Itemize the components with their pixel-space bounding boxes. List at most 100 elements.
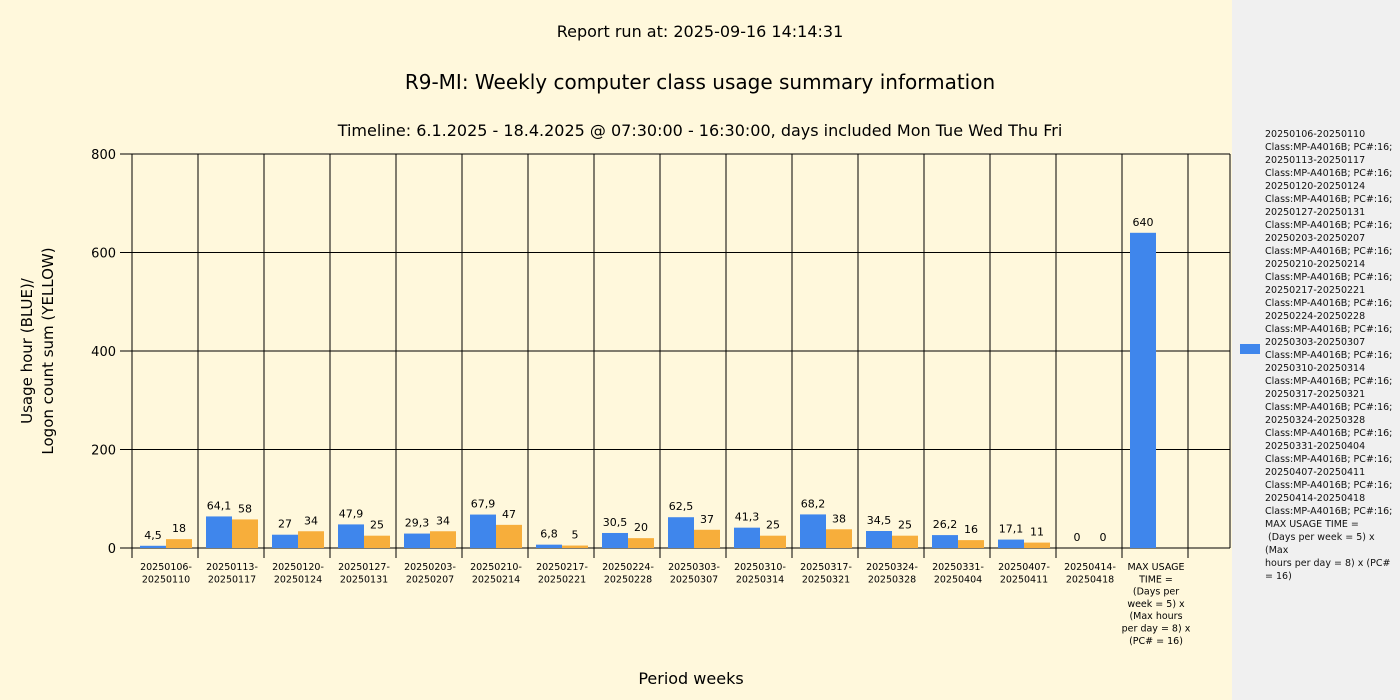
x-tick-label-line: 20250307 — [670, 574, 718, 585]
usage-value-label: 34,5 — [867, 514, 892, 527]
logon-value-label: 5 — [572, 529, 579, 542]
x-tick-label-line: 20250328 — [868, 574, 916, 585]
x-axis-label: Period weeks — [638, 669, 744, 688]
x-tick-label-line: 20250228 — [604, 574, 652, 585]
legend-entry: 20250106-20250110 Class:MP-A4016B; PC#:1… — [1265, 129, 1393, 582]
logon-value-label: 25 — [766, 519, 780, 532]
x-tick-label-line: TIME = — [1138, 574, 1173, 585]
x-tick-label-line: MAX USAGE — [1127, 562, 1184, 573]
logon-bar — [628, 538, 654, 548]
usage-value-label: 67,9 — [471, 498, 496, 511]
usage-value-label: 47,9 — [339, 507, 364, 520]
y-tick-label: 400 — [91, 345, 116, 360]
logon-bar — [364, 535, 390, 548]
x-tick-label-line: per day = 8) x — [1122, 624, 1191, 635]
x-tick-label: 20250317-20250321 — [800, 562, 852, 585]
logon-bar — [760, 535, 786, 548]
x-tick-label-line: 20250414- — [1064, 562, 1116, 573]
logon-value-label: 58 — [238, 502, 252, 515]
logon-value-label: 34 — [436, 514, 450, 527]
x-tick-label: 20250106-20250110 — [140, 562, 192, 585]
x-tick-label-line: (Days per — [1133, 587, 1179, 598]
x-tick-label: 20250210-20250214 — [470, 562, 522, 585]
x-tick-label: 20250217-20250221 — [536, 562, 588, 585]
chart-subtitle: Timeline: 6.1.2025 - 18.4.2025 @ 07:30:0… — [337, 121, 1063, 140]
usage-bar — [932, 535, 958, 548]
logon-value-label: 20 — [634, 521, 648, 534]
x-tick-label-line: 20250117 — [208, 574, 256, 585]
x-tick-label-line: 20250324- — [866, 562, 918, 573]
usage-value-label: 29,3 — [405, 517, 430, 530]
x-tick-label: 20250113-20250117 — [206, 562, 258, 585]
usage-value-label: 4,5 — [144, 529, 162, 542]
x-tick-label: MAX USAGE TIME = (Days per week = 5) x (Max … — [1122, 562, 1191, 647]
usage-value-label: 27 — [278, 518, 292, 531]
usage-bar — [866, 531, 892, 548]
x-tick-label-line: 20250127- — [338, 562, 390, 573]
usage-value-label: 41,3 — [735, 511, 760, 524]
usage-bar — [536, 544, 562, 548]
x-tick-label-line: 20250321 — [802, 574, 850, 585]
logon-bar — [430, 531, 456, 548]
logon-bar — [166, 539, 192, 548]
logon-value-label: 25 — [370, 519, 384, 532]
y-tick-label: 200 — [91, 444, 116, 459]
y-tick-label: 800 — [91, 148, 116, 163]
usage-bar — [668, 517, 694, 548]
usage-value-label: 64,1 — [207, 499, 232, 512]
x-tick-label-line: 20250221 — [538, 574, 586, 585]
usage-bar — [734, 527, 760, 548]
usage-value-label: 0 — [1074, 531, 1081, 544]
x-tick-label-line: 20250407- — [998, 562, 1050, 573]
x-tick-label-line: 20250310- — [734, 562, 786, 573]
x-tick-label: 20250407-20250411 — [998, 562, 1050, 585]
usage-value-label: 68,2 — [801, 497, 826, 510]
x-tick-label-line: 20250217- — [536, 562, 588, 573]
usage-value-label: 62,5 — [669, 500, 694, 513]
x-tick-label: 20250324-20250328 — [866, 562, 918, 585]
logon-bar — [892, 535, 918, 548]
usage-value-label: 640 — [1133, 216, 1154, 229]
usage-bar — [338, 524, 364, 548]
x-tick-label-line: 20250317- — [800, 562, 852, 573]
x-tick-label-line: (Max hours — [1129, 611, 1182, 622]
legend-panel — [1232, 0, 1400, 700]
usage-bar — [602, 532, 628, 548]
logon-value-label: 0 — [1100, 531, 1107, 544]
x-tick-label-line: week = 5) x — [1127, 599, 1185, 610]
x-tick-label-line: 20250124 — [274, 574, 322, 585]
usage-bar — [1130, 232, 1156, 549]
usage-value-label: 17,1 — [999, 523, 1024, 536]
x-tick-label-line: 20250331- — [932, 562, 984, 573]
logon-value-label: 16 — [964, 523, 978, 536]
legend-swatch — [1240, 344, 1260, 354]
x-tick-label: 20250303-20250307 — [668, 562, 720, 585]
logon-bar — [1024, 542, 1050, 548]
plot-background — [0, 0, 1232, 700]
logon-value-label: 34 — [304, 514, 318, 527]
usage-bar — [800, 514, 826, 548]
x-tick-label-line: 20250120- — [272, 562, 324, 573]
chart-title: R9-MI: Weekly computer class usage summa… — [404, 70, 996, 94]
x-tick-label-line: 20250418 — [1066, 574, 1114, 585]
x-tick-label-line: 20250303- — [668, 562, 720, 573]
usage-bar — [272, 534, 298, 548]
usage-value-label: 6,8 — [540, 528, 558, 541]
usage-bar — [470, 514, 496, 548]
logon-bar — [298, 531, 324, 548]
logon-value-label: 37 — [700, 513, 714, 526]
x-tick-label: 20250127-20250131 — [338, 562, 390, 585]
logon-bar — [496, 524, 522, 548]
x-tick-label-line: 20250214 — [472, 574, 520, 585]
x-tick-label: 20250120-20250124 — [272, 562, 324, 585]
x-tick-label-line: 20250203- — [404, 562, 456, 573]
logon-bar — [826, 529, 852, 548]
logon-bar — [562, 545, 588, 548]
usage-bar — [404, 533, 430, 548]
logon-value-label: 38 — [832, 512, 846, 525]
usage-value-label: 30,5 — [603, 516, 628, 529]
usage-bar — [140, 545, 166, 548]
x-tick-label-line: 20250224- — [602, 562, 654, 573]
logon-value-label: 18 — [172, 522, 186, 535]
